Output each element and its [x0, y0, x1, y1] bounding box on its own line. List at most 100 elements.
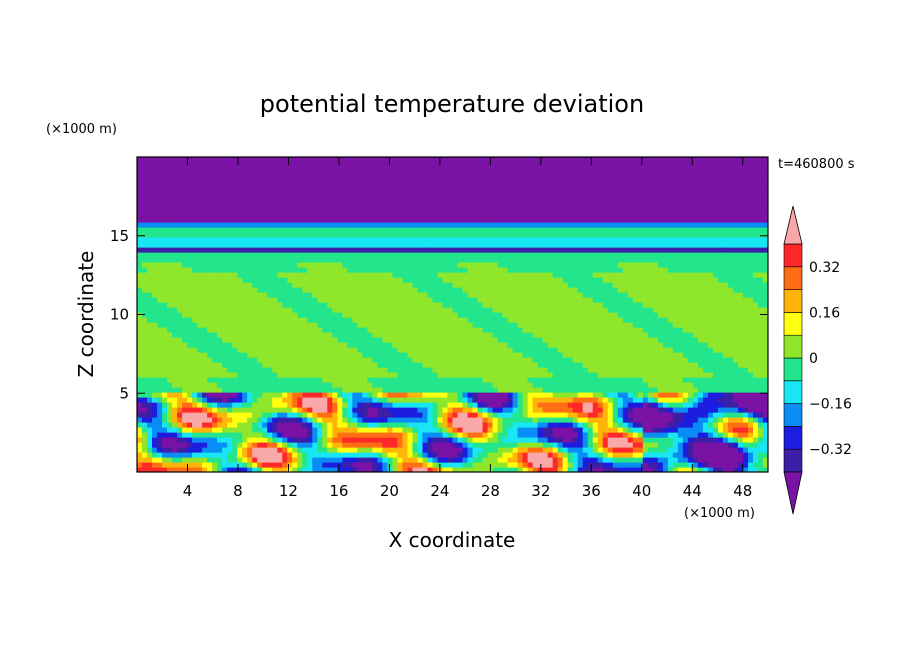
field-cell [162, 352, 168, 358]
field-cell [732, 397, 739, 403]
field-cell [437, 332, 444, 338]
field-cell [282, 427, 288, 433]
field-cell [722, 292, 729, 298]
field-cell [412, 442, 419, 448]
field-cell [417, 457, 424, 463]
field-cell [512, 442, 519, 448]
field-cell [497, 397, 504, 403]
field-cell [207, 457, 213, 463]
field-cell [712, 322, 719, 328]
field-cell [312, 307, 318, 313]
field-cell [637, 287, 644, 293]
field-cell [702, 367, 709, 373]
field-cell [332, 332, 338, 338]
field-cell [357, 337, 363, 343]
field-cell [547, 372, 554, 378]
field-cell [757, 292, 764, 298]
field-cell [737, 377, 744, 383]
field-cell [602, 412, 609, 418]
field-cell [732, 292, 739, 298]
field-cell [142, 342, 148, 348]
field-cell [547, 362, 554, 368]
field-cell [277, 417, 283, 423]
field-cell [562, 372, 569, 378]
field-cell [382, 422, 388, 428]
field-cell [377, 437, 383, 443]
field-cell [167, 382, 173, 388]
field-cell [532, 432, 539, 438]
field-cell [172, 452, 178, 458]
field-cell [352, 297, 358, 303]
field-cell [402, 282, 409, 288]
field-cell [747, 357, 754, 363]
field-cell [252, 397, 258, 403]
field-cell [217, 302, 223, 308]
field-cell [517, 367, 524, 373]
field-cell [617, 337, 624, 343]
field-cell [272, 282, 278, 288]
field-cell [472, 387, 479, 393]
field-cell [317, 462, 323, 468]
field-cell [567, 322, 574, 328]
field-cell [717, 287, 724, 293]
field-cell [602, 452, 609, 458]
field-cell [187, 362, 193, 368]
field-cell [287, 442, 293, 448]
field-cell [422, 287, 429, 293]
field-cell [452, 367, 459, 373]
field-cell [497, 387, 504, 393]
field-cell [257, 457, 263, 463]
field-cell [152, 387, 158, 393]
field-cell [417, 377, 424, 383]
field-cell [297, 407, 303, 413]
field-cell [242, 357, 248, 363]
field-cell [357, 302, 363, 308]
field-cell [342, 292, 348, 298]
field-cell [317, 412, 323, 418]
field-cell [557, 287, 564, 293]
field-cell [317, 457, 323, 463]
field-cell [387, 382, 394, 388]
field-cell [257, 327, 263, 333]
field-cell [637, 437, 644, 443]
field-row [137, 327, 768, 333]
field-cell [337, 292, 343, 298]
field-cell [377, 347, 383, 353]
field-cell [637, 372, 644, 378]
field-cell [352, 302, 358, 308]
field-cell [467, 377, 474, 383]
field-cell [152, 377, 158, 383]
field-cell [702, 342, 709, 348]
field-cell [737, 457, 744, 463]
field-cell [507, 352, 514, 358]
field-cell [477, 312, 484, 318]
field-cell [427, 322, 434, 328]
field-cell [577, 342, 584, 348]
field-cell [352, 422, 358, 428]
field-cell [727, 377, 734, 383]
field-cell [257, 337, 263, 343]
field-cell [637, 332, 644, 338]
field-cell [202, 317, 208, 323]
field-cell [247, 287, 253, 293]
field-cell [632, 452, 639, 458]
field-cell [347, 342, 353, 348]
field-cell [667, 442, 674, 448]
field-cell [242, 362, 248, 368]
field-cell [237, 447, 243, 453]
field-cell [387, 467, 394, 472]
field-cell [552, 432, 559, 438]
field-cell [427, 362, 434, 368]
field-cell [342, 467, 348, 472]
field-cell [192, 392, 198, 398]
field-cell [457, 332, 464, 338]
field-cell [397, 382, 404, 388]
field-cell [397, 362, 404, 368]
field-cell [617, 412, 624, 418]
field-cell [392, 362, 399, 368]
field-cell [442, 287, 449, 293]
field-cell [617, 372, 624, 378]
field-cell [332, 387, 338, 393]
field-cell [512, 387, 519, 393]
field-cell [277, 402, 283, 408]
